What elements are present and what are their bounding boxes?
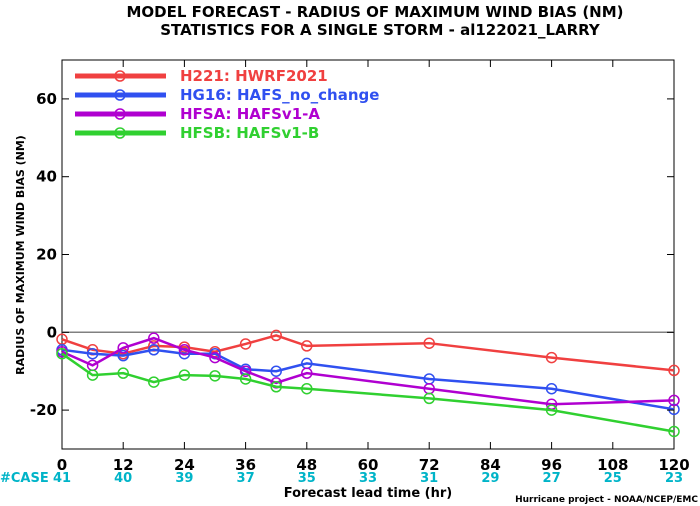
case-count: 31 <box>420 471 438 486</box>
data-point <box>56 347 68 360</box>
y-axis-label: RADIUS OF MAXIMUM WIND BIAS (NM) <box>14 135 27 375</box>
x-axis-label: Forecast lead time (hr) <box>284 486 452 501</box>
case-count: 39 <box>175 471 193 486</box>
data-point <box>270 365 282 377</box>
plot-area <box>61 59 675 450</box>
data-point <box>117 367 129 379</box>
data-point <box>301 367 313 379</box>
x-tick-label: 36 <box>235 456 256 474</box>
case-label: #CASE <box>0 471 49 486</box>
data-point <box>668 364 680 377</box>
data-point <box>545 351 558 364</box>
x-tick-label: 24 <box>174 456 195 474</box>
data-point <box>270 381 282 393</box>
legend-marker <box>114 89 126 101</box>
case-count: 23 <box>665 471 683 486</box>
series-line <box>61 336 675 406</box>
legend-entry: HFSB: HAFSv1-B <box>180 124 319 142</box>
data-point <box>178 344 191 356</box>
case-count: 35 <box>298 471 316 486</box>
legend-entry: HFSA: HAFSv1-A <box>180 105 320 123</box>
x-tick-label: 0 <box>57 456 67 474</box>
case-count: 29 <box>481 471 499 486</box>
data-point <box>668 394 680 407</box>
data-point <box>301 382 313 395</box>
chart-subtitle: STATISTICS FOR A SINGLE STORM - al122021… <box>160 21 601 39</box>
footer-credit: Hurricane project - NOAA/NCEP/EMC <box>515 495 698 505</box>
x-tick-label: 120 <box>658 456 689 474</box>
data-point <box>423 392 435 405</box>
data-point <box>86 347 99 360</box>
data-point <box>178 369 191 381</box>
data-point <box>423 337 435 349</box>
data-point <box>239 373 252 385</box>
legend-marker <box>114 108 126 120</box>
case-count: 40 <box>114 471 132 486</box>
x-tick-label: 48 <box>296 456 317 474</box>
case-count: 25 <box>604 471 622 486</box>
case-count: 37 <box>237 471 255 486</box>
case-count: 33 <box>359 471 377 486</box>
chart-title: MODEL FORECAST - RADIUS OF MAXIMUM WIND … <box>126 3 623 21</box>
data-point <box>148 376 160 388</box>
x-tick-label: 96 <box>541 456 562 474</box>
y-tick-label: 0 <box>47 323 57 341</box>
data-point <box>148 332 160 344</box>
data-point <box>301 340 313 352</box>
x-tick-label: 60 <box>358 456 379 474</box>
legend-marker <box>114 70 126 82</box>
legend-entry: H221: HWRF2021 <box>180 67 328 85</box>
data-point <box>148 344 160 356</box>
y-tick-label: 60 <box>36 90 57 108</box>
legend-marker <box>114 127 126 139</box>
case-count: 41 <box>53 471 71 486</box>
data-point <box>270 329 282 342</box>
data-point <box>209 351 221 364</box>
data-point <box>117 349 129 362</box>
x-tick-label: 84 <box>480 456 501 474</box>
x-tick-label: 108 <box>597 456 628 474</box>
x-tick-label: 72 <box>419 456 440 474</box>
data-point <box>239 338 252 350</box>
legend-entry: HG16: HAFS_no_change <box>180 86 379 104</box>
data-point <box>117 342 129 354</box>
data-point <box>668 425 680 438</box>
x-tick-label: 12 <box>113 456 134 474</box>
data-point <box>209 370 221 382</box>
data-point <box>545 382 558 395</box>
data-point <box>545 404 558 416</box>
y-tick-label: 20 <box>36 246 57 264</box>
data-point <box>668 403 680 416</box>
data-point <box>86 369 99 381</box>
y-tick-label: -20 <box>30 401 57 419</box>
y-tick-label: 40 <box>36 168 57 186</box>
case-count: 27 <box>543 471 561 486</box>
data-point <box>239 365 252 377</box>
